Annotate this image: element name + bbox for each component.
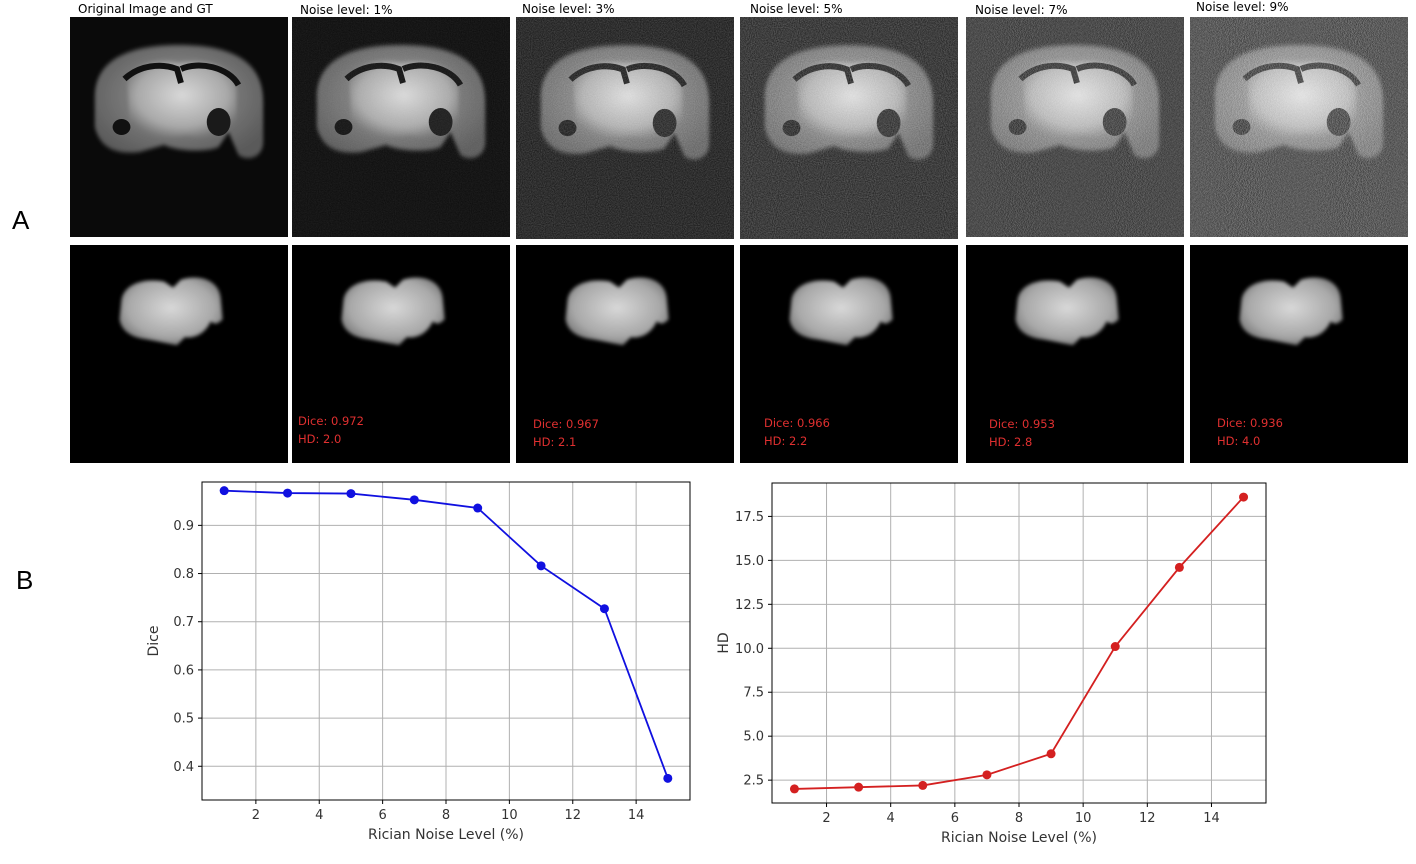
y-tick-label: 15.0 bbox=[735, 554, 764, 569]
y-tick-label: 17.5 bbox=[735, 510, 764, 525]
x-tick-label: 12 bbox=[564, 808, 581, 823]
hd-value: HD: 2.8 bbox=[989, 435, 1033, 449]
x-tick-label: 12 bbox=[1139, 811, 1156, 826]
x-tick-label: 10 bbox=[501, 808, 518, 823]
dice-value: Dice: 0.967 bbox=[533, 417, 599, 431]
hd-value: HD: 4.0 bbox=[1217, 434, 1261, 448]
data-point bbox=[409, 495, 419, 505]
data-point bbox=[473, 503, 483, 513]
dice-value: Dice: 0.953 bbox=[989, 417, 1055, 431]
y-tick-label: 12.5 bbox=[735, 598, 764, 613]
data-point bbox=[219, 486, 229, 496]
y-tick-label: 0.9 bbox=[173, 519, 194, 534]
y-tick-label: 0.6 bbox=[173, 663, 194, 678]
y-tick-label: 0.4 bbox=[173, 760, 194, 775]
panel-a-label: A bbox=[12, 205, 30, 235]
mri-noise-9-image bbox=[1190, 17, 1408, 237]
hd-value: HD: 2.2 bbox=[764, 434, 808, 448]
x-tick-label: 4 bbox=[887, 811, 895, 826]
mri-noise-1-image bbox=[292, 17, 510, 237]
x-axis-label: Rician Noise Level (%) bbox=[368, 827, 524, 843]
mri-noise-5-image bbox=[740, 17, 958, 239]
data-point bbox=[346, 489, 356, 499]
x-tick-label: 8 bbox=[442, 808, 450, 823]
data-point bbox=[1110, 642, 1120, 652]
y-tick-label: 7.5 bbox=[743, 686, 764, 701]
metrics-noise-3: Dice: 0.967 HD: 2.1 bbox=[533, 415, 599, 451]
seg-mask-noise-3 bbox=[516, 245, 734, 463]
column-title: Noise level: 5% bbox=[750, 2, 843, 16]
y-tick-label: 2.5 bbox=[743, 774, 764, 789]
mri-noise-3-image bbox=[516, 17, 734, 239]
data-point bbox=[1046, 749, 1056, 759]
mri-noise-7-image bbox=[966, 17, 1184, 237]
metrics-noise-5: Dice: 0.966 HD: 2.2 bbox=[764, 414, 830, 450]
series-line bbox=[794, 496, 1245, 790]
hd-value: HD: 2.1 bbox=[533, 435, 577, 449]
series-line bbox=[224, 489, 669, 779]
x-axis-label: Rician Noise Level (%) bbox=[941, 830, 1097, 846]
metrics-noise-7: Dice: 0.953 HD: 2.8 bbox=[989, 415, 1055, 451]
y-tick-label: 0.8 bbox=[173, 567, 194, 582]
data-point bbox=[536, 561, 546, 571]
hd-value: HD: 2.0 bbox=[298, 432, 342, 446]
y-tick-label: 0.5 bbox=[173, 712, 194, 727]
x-tick-label: 4 bbox=[315, 808, 323, 823]
gt-mask-image bbox=[70, 245, 288, 463]
data-point bbox=[982, 770, 992, 780]
column-title: Noise level: 1% bbox=[300, 3, 393, 17]
dice-chart: 2 4 6 8 10 12 14 0.4 0.5 0.6 0.7 0.8 0.9 Rician Noise… bbox=[146, 481, 691, 843]
seg-mask-noise-7 bbox=[966, 245, 1184, 463]
metrics-noise-1: Dice: 0.972 HD: 2.0 bbox=[298, 412, 364, 448]
data-point bbox=[599, 604, 609, 614]
column-title: Original Image and GT bbox=[78, 2, 213, 16]
metrics-noise-9: Dice: 0.936 HD: 4.0 bbox=[1217, 414, 1283, 450]
panel-b-label: B bbox=[16, 565, 34, 595]
x-tick-label: 6 bbox=[951, 811, 959, 826]
mri-original-image bbox=[70, 17, 288, 237]
x-tick-label: 14 bbox=[628, 808, 645, 823]
y-tick-label: 10.0 bbox=[735, 642, 764, 657]
y-tick-label: 5.0 bbox=[743, 730, 764, 745]
column-title: Noise level: 7% bbox=[975, 3, 1068, 17]
seg-mask-noise-9 bbox=[1190, 245, 1408, 463]
y-axis-label: Dice bbox=[146, 626, 162, 657]
y-tick-label: 0.7 bbox=[173, 615, 194, 630]
dice-value: Dice: 0.936 bbox=[1217, 416, 1283, 430]
x-tick-label: 8 bbox=[1015, 811, 1023, 826]
data-point bbox=[854, 782, 864, 792]
dice-value: Dice: 0.966 bbox=[764, 416, 830, 430]
column-title: Noise level: 9% bbox=[1196, 0, 1289, 14]
data-point bbox=[918, 780, 928, 790]
y-axis-label: HD bbox=[716, 632, 732, 653]
data-point bbox=[663, 773, 673, 783]
data-point bbox=[1239, 492, 1249, 502]
seg-mask-noise-1 bbox=[292, 245, 510, 463]
data-point bbox=[283, 488, 293, 498]
data-point bbox=[789, 784, 799, 794]
x-tick-label: 14 bbox=[1203, 811, 1220, 826]
column-title: Noise level: 3% bbox=[522, 2, 615, 16]
x-tick-label: 6 bbox=[378, 808, 386, 823]
x-tick-label: 2 bbox=[822, 811, 830, 826]
x-tick-label: 2 bbox=[252, 808, 260, 823]
seg-mask-noise-5 bbox=[740, 245, 958, 463]
data-point bbox=[1174, 562, 1184, 572]
x-tick-label: 10 bbox=[1075, 811, 1092, 826]
hd-chart: 2 4 6 8 10 12 14 2.5 5.0 7.5 10.0 12.5 15.0 17.5 Ricia… bbox=[716, 482, 1267, 846]
dice-value: Dice: 0.972 bbox=[298, 414, 364, 428]
